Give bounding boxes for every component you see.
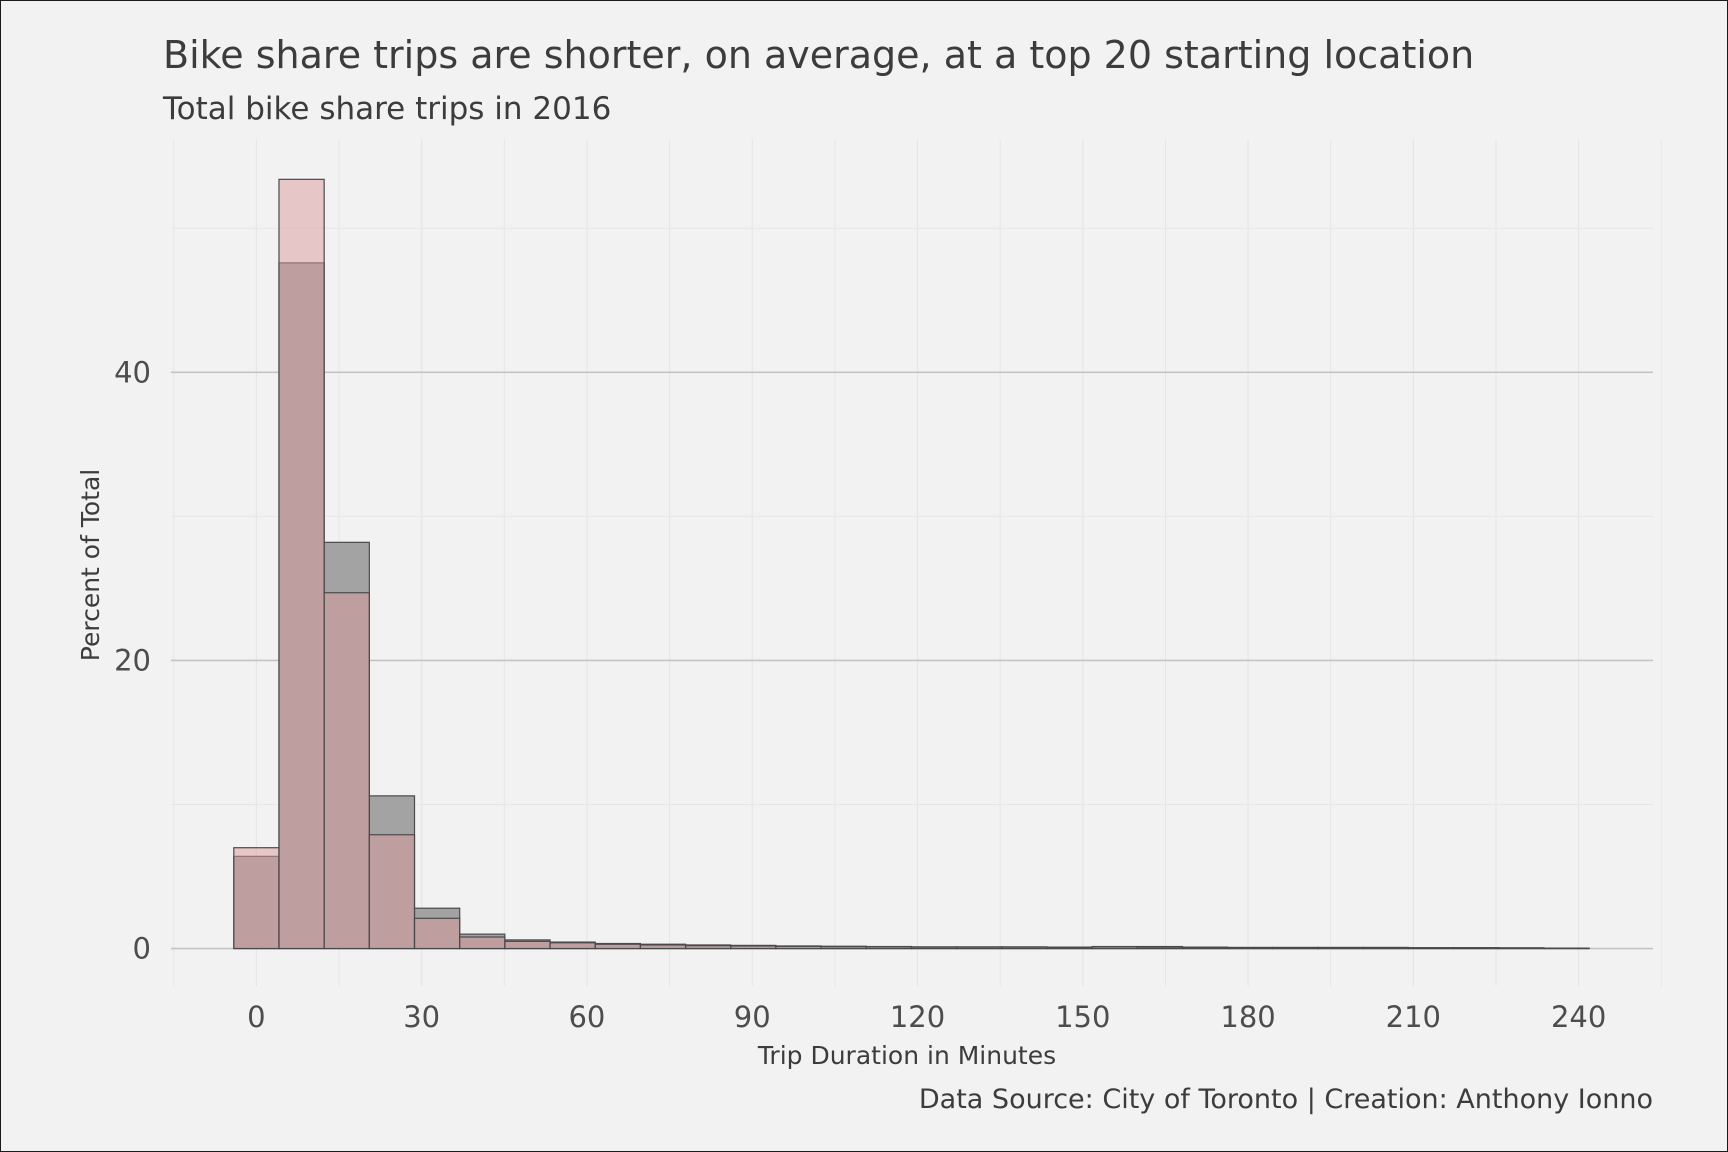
histogram-bar-series-2 [684, 945, 732, 950]
chart-subtitle: Total bike share trips in 2016 [162, 91, 611, 127]
histogram-bars [233, 178, 1590, 950]
histogram-bar-series-2 [1001, 946, 1048, 950]
histogram-bar-series-2 [775, 945, 822, 950]
histogram-bar-series-2 [1272, 947, 1319, 950]
histogram-bar-series-2 [1407, 947, 1455, 950]
x-tick-label: 60 [568, 1000, 605, 1034]
histogram-bar-series-2 [1452, 947, 1500, 950]
y-axis-title: Percent of Total [76, 469, 105, 661]
y-tick-label: 0 [133, 932, 151, 966]
x-tick-label: 0 [247, 1000, 265, 1034]
histogram-bar-series-2 [865, 946, 913, 950]
histogram-bar-series-2 [594, 943, 641, 950]
histogram-bar-series-2 [730, 945, 777, 950]
y-tick-label: 20 [114, 643, 151, 677]
chart-caption: Data Source: City of Toronto | Creation:… [919, 1084, 1653, 1115]
histogram-bar-series-2 [1498, 947, 1545, 950]
histogram-bar-series-2 [1317, 947, 1364, 950]
grid-minor [171, 139, 1662, 986]
histogram-bar-series-2 [956, 946, 1003, 950]
histogram-bar-series-2 [1091, 946, 1138, 950]
histogram-bar-series-2 [413, 917, 461, 950]
histogram-bar-series-2 [459, 936, 506, 950]
histogram-bar-series-2 [910, 946, 958, 950]
x-tick-label: 240 [1551, 1000, 1606, 1034]
x-tick-label: 120 [890, 1000, 945, 1034]
histogram-bar-series-2 [1046, 946, 1093, 950]
histogram-bar-series-2 [233, 847, 280, 950]
histogram-bar-series-2 [1362, 947, 1409, 950]
x-tick-label: 90 [734, 1000, 771, 1034]
x-tick-label: 150 [1055, 1000, 1110, 1034]
histogram-bar-series-2 [639, 944, 687, 950]
y-axis-ticks: 0 20 40 [114, 355, 151, 965]
histogram-bar-series-2 [323, 592, 370, 950]
histogram-bar-series-2 [1136, 946, 1184, 950]
histogram-bar-series-2 [278, 178, 325, 950]
chart-title: Bike share trips are shorter, on average… [163, 33, 1474, 77]
y-tick-label: 40 [114, 355, 151, 389]
x-tick-label: 180 [1220, 1000, 1275, 1034]
histogram-bar-series-2 [368, 834, 416, 950]
histogram-bar-series-2 [1227, 947, 1274, 950]
histogram-bar-series-2 [1181, 946, 1229, 950]
histogram-bar-series-2 [820, 946, 867, 950]
histogram-bar-series-2 [549, 942, 596, 950]
x-tick-label: 30 [403, 1000, 440, 1034]
x-tick-label: 210 [1386, 1000, 1441, 1034]
histogram-bar-series-2 [504, 940, 551, 950]
x-axis-title: Trip Duration in Minutes [757, 1041, 1056, 1070]
x-axis-ticks: 0 30 60 90 120 150 180 210 240 [247, 1000, 1606, 1034]
